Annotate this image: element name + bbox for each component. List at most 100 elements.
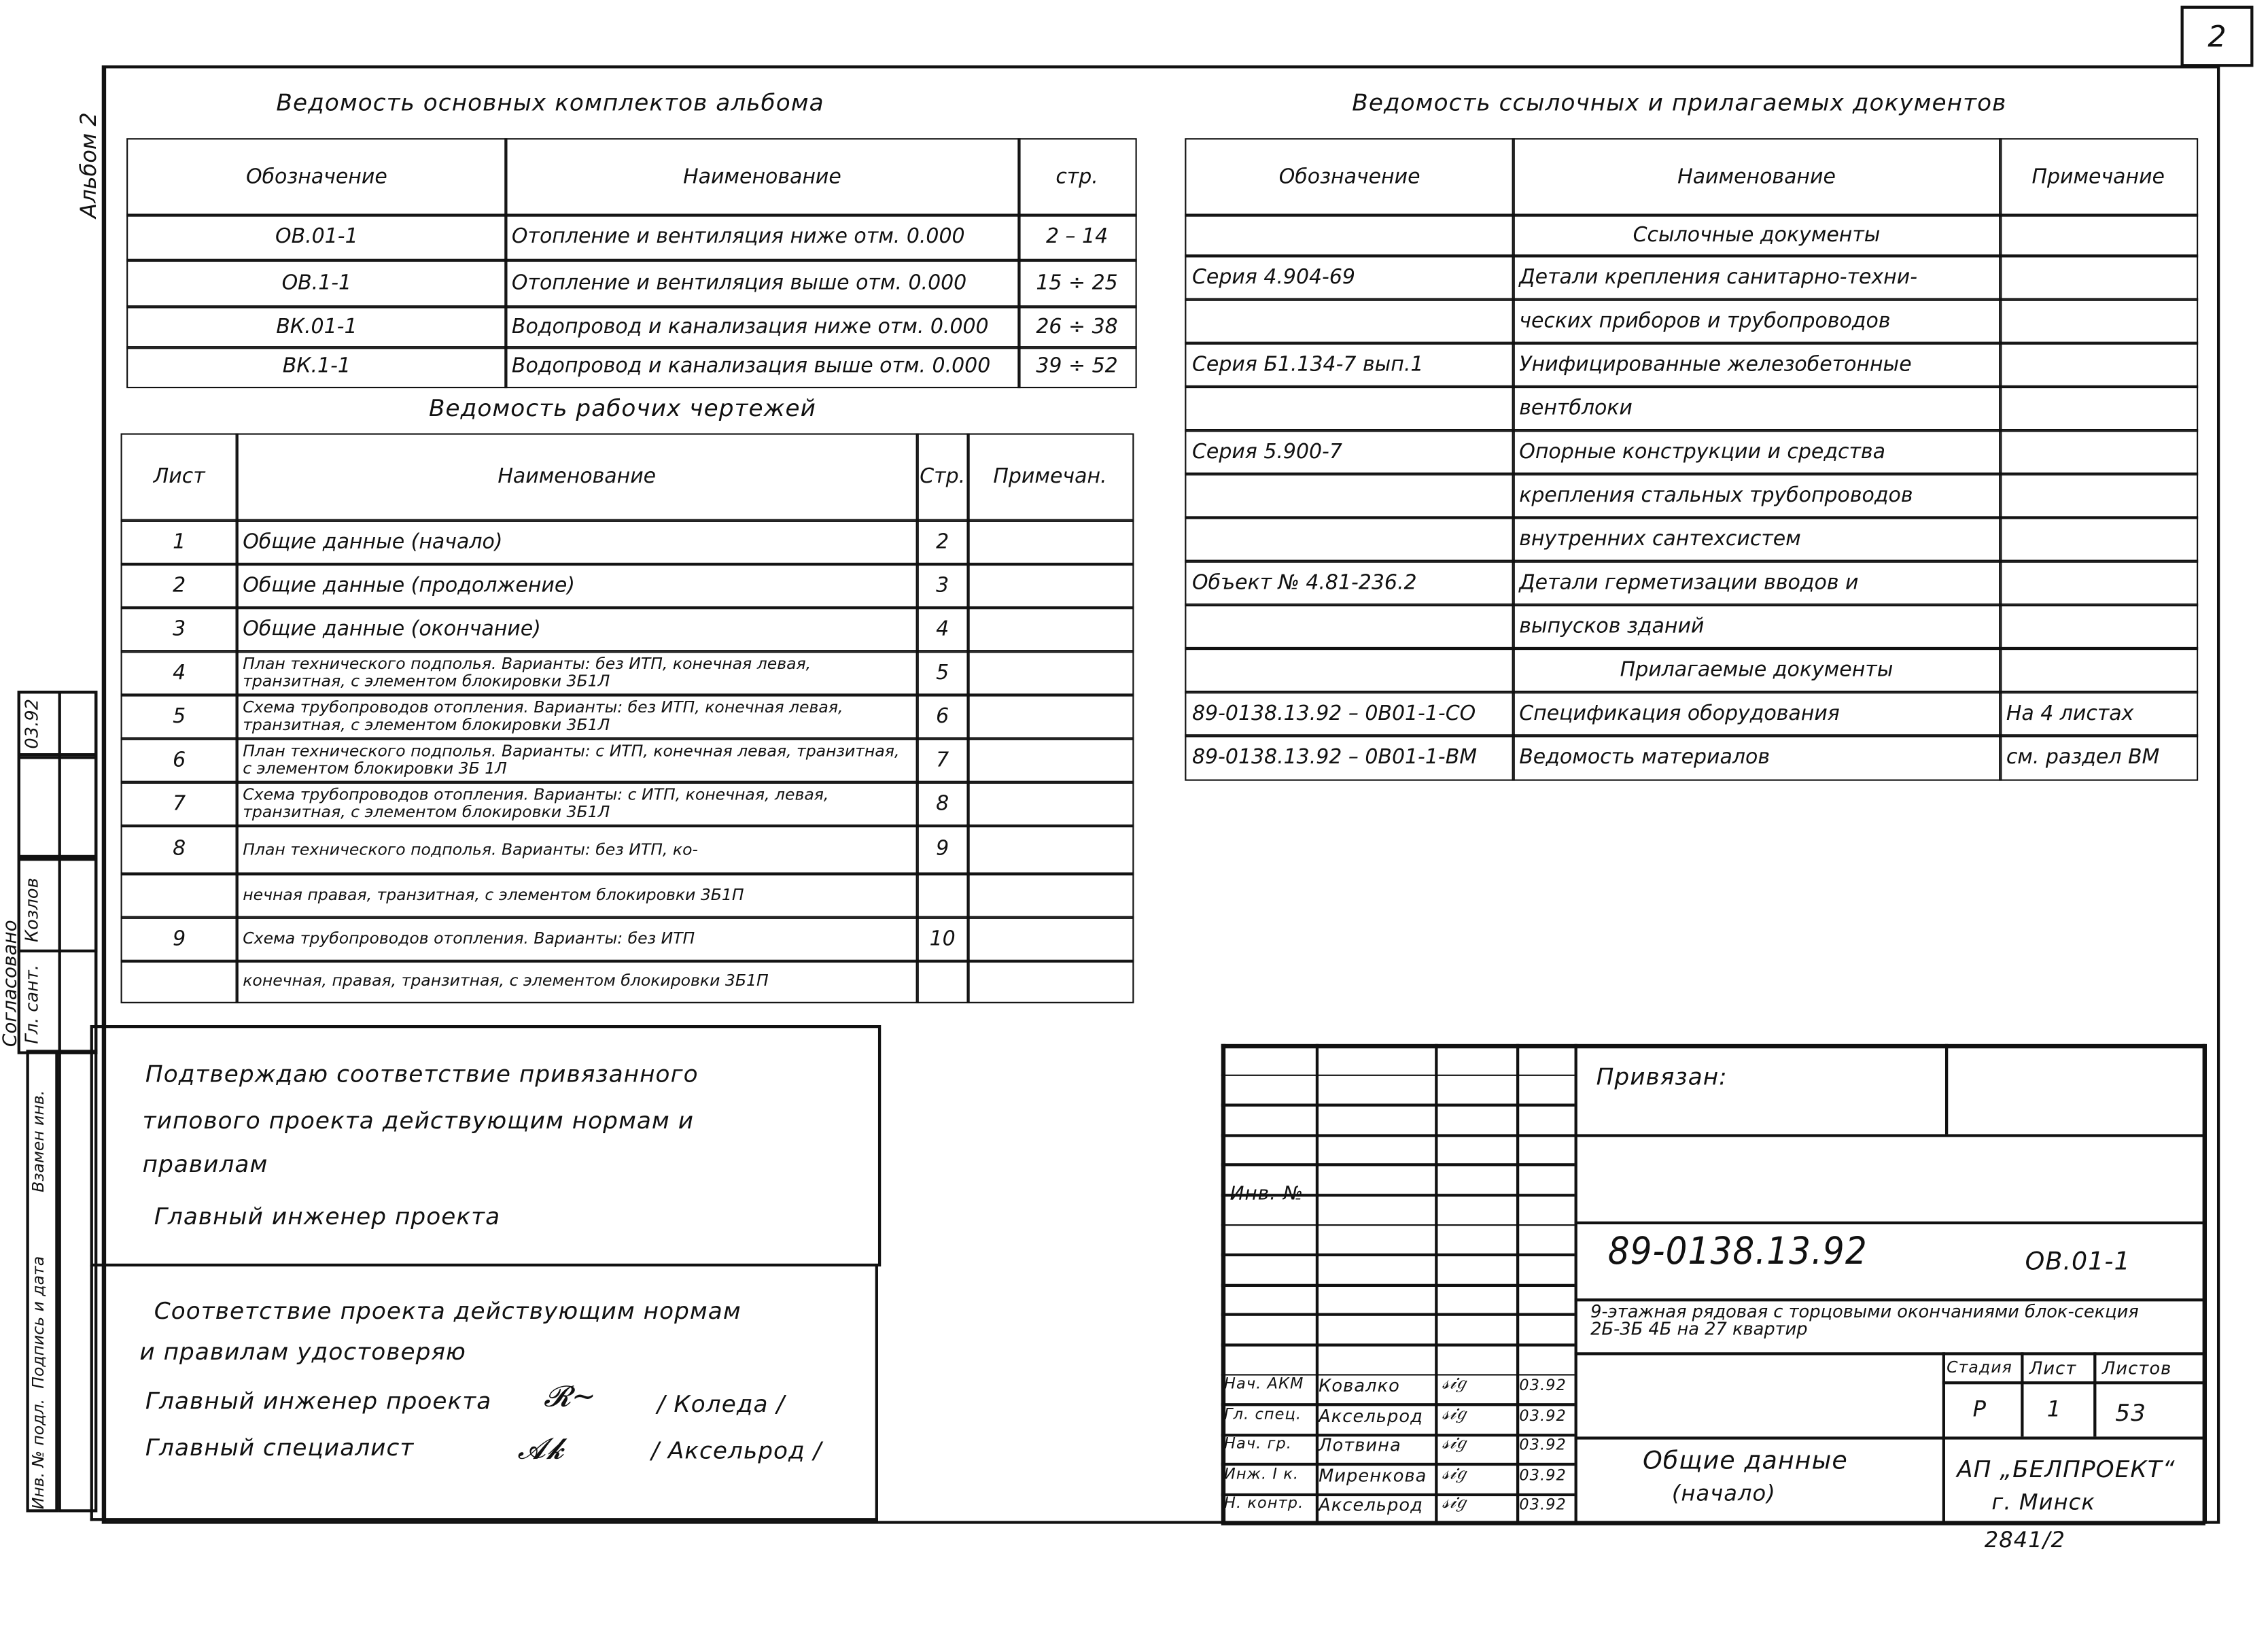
confirm-text-3: правилам (142, 1150, 268, 1178)
grid-line (1221, 1164, 1575, 1167)
table-cell: На 4 листах (1999, 691, 2198, 737)
table-cell: Схема трубопроводов отопления. Варианты:… (235, 780, 918, 827)
gip-signature: 𝓡~ (543, 1378, 597, 1414)
grid-line (1942, 1436, 2205, 1440)
signer-date: 03.92 (1519, 1466, 1567, 1485)
spec-signature: 𝓐𝓴 (517, 1430, 565, 1466)
project-name: 9-этажная рядовая с торцовыми окончаниям… (1590, 1301, 2139, 1340)
table-cell: 89-0138.13.92 – 0В01-1-ВМ (1185, 734, 1514, 780)
signer-name: Ковалко (1319, 1375, 1400, 1396)
signer-name: Лотвина (1319, 1435, 1401, 1456)
table-cell (1999, 429, 2198, 475)
table-cell (966, 606, 1134, 653)
table-cell: внутренних сантехсистем (1512, 516, 2002, 562)
column-header: Наименование (1512, 138, 2002, 216)
table-cell: вентблоки (1512, 385, 2002, 432)
stamp-date: 03.92 (22, 699, 43, 749)
table-cell: крепления стальных трубопроводов (1512, 472, 2002, 519)
table-cell: конечная, правая, транзитная, с элементо… (235, 959, 918, 1003)
table-cell: Ведомость материалов (1512, 734, 2002, 780)
sheet-name-sub: (начало) (1671, 1480, 1776, 1507)
table-cell: Отопление и вентиляция ниже отм. 0.000 (504, 213, 1020, 262)
grid-line (2093, 1352, 2097, 1437)
grid-line (1221, 1373, 1575, 1377)
table-cell: 6 (915, 693, 969, 740)
organization: АП „БЕЛПРОЕКТ“ (1957, 1455, 2176, 1483)
album-label: Альбом 2 (75, 112, 102, 218)
document-code: 89-0138.13.92 (1607, 1230, 1868, 1274)
table-cell (966, 959, 1134, 1003)
signer-role: Нач. гр. (1224, 1435, 1293, 1453)
column-header: Обозначение (126, 138, 507, 216)
table-cell: Схема трубопроводов отопления. Варианты:… (235, 916, 918, 963)
grid-line (2202, 1043, 2206, 1524)
table-cell (1999, 646, 2198, 693)
grid-line (1221, 1521, 2205, 1525)
signer-role: Нач. АКМ (1224, 1375, 1304, 1394)
stamp-inv-label: Инв. № подл. (29, 1398, 48, 1510)
table-cell: ческих приборов и трубопроводов (1512, 298, 2002, 345)
table-cell: 4 (915, 606, 969, 653)
table-cell: 3 (915, 562, 969, 609)
grid-line (1221, 1463, 1575, 1466)
table-cell: Отопление и вентиляция выше отм. 0.000 (504, 258, 1020, 308)
grid-line (1574, 1043, 1577, 1524)
inventory-label: Инв. № (1229, 1184, 1304, 1206)
table-cell: см. раздел ВМ (1999, 734, 2198, 780)
signer-role: Гл. спец. (1224, 1405, 1302, 1423)
table-cell (1999, 472, 2198, 519)
column-header: Примечание (1999, 138, 2198, 216)
table-cell: Опорные конструкции и средства (1512, 429, 2002, 475)
sheet-label: Лист (2029, 1358, 2077, 1379)
table-cell (1185, 603, 1514, 650)
working-drawings-title: Ведомость рабочих чертежей (429, 394, 816, 422)
table-cell: ОВ.1-1 (126, 258, 507, 308)
sheet-value: 1 (2046, 1396, 2062, 1422)
grid-line (1221, 1254, 1575, 1257)
table-cell: 7 (915, 737, 969, 784)
table-cell (1185, 385, 1514, 432)
signer-name: Миренкова (1319, 1465, 1427, 1486)
stamp-role: Гл. сант. (22, 965, 43, 1044)
signer-signature: 𝓈𝒾𝑔 (1442, 1462, 1467, 1485)
table-cell (1185, 472, 1514, 519)
table-cell: 10 (915, 916, 969, 963)
signer-name: Аксельрод (1319, 1495, 1423, 1516)
table-cell: ВК.1-1 (126, 346, 507, 388)
table-cell (966, 650, 1134, 696)
grid-line (1221, 1343, 1575, 1347)
grid-line (1942, 1381, 2205, 1385)
certify-spec-name: / Аксельрод / (651, 1436, 822, 1464)
stamp-cell (17, 756, 98, 859)
column-header: Лист (120, 433, 238, 522)
organization-city: г. Минск (1991, 1489, 2095, 1515)
table-cell: Прилагаемые документы (1512, 646, 2002, 693)
table-cell: 5 (915, 650, 969, 696)
stamp-cell (17, 858, 98, 953)
column-header: Обозначение (1185, 138, 1514, 216)
table-cell: Объект № 4.81-236.2 (1185, 559, 1514, 606)
table-cell: 6 (120, 737, 238, 784)
grid-line (1221, 1073, 1575, 1077)
table-cell: ВК.01-1 (126, 305, 507, 349)
table-cell: Общие данные (продолжение) (235, 562, 918, 609)
grid-line (1944, 1043, 1949, 1135)
table-cell: 9 (120, 916, 238, 963)
table-cell (1999, 516, 2198, 562)
stamp-agreed-label: Согласовано (0, 920, 22, 1048)
grid-line (1221, 1283, 1575, 1287)
table-cell: Общие данные (начало) (235, 519, 918, 566)
table-cell: План технического подполья. Варианты: с … (235, 737, 918, 784)
grid-line (1574, 1298, 2205, 1302)
signer-date: 03.92 (1519, 1436, 1567, 1455)
column-header: Наименование (235, 433, 918, 522)
grid-line (1221, 1043, 2205, 1048)
table-cell: 2 – 14 (1017, 213, 1136, 262)
stamp-cell (26, 1050, 58, 1513)
grid-line (1221, 1403, 1575, 1406)
table-cell: Серия Б1.134-7 вып.1 (1185, 341, 1514, 388)
sheets-label: Листов (2101, 1358, 2172, 1379)
table-cell (1999, 213, 2198, 257)
grid-line (1221, 1224, 1575, 1227)
table-cell: 3 (120, 606, 238, 653)
